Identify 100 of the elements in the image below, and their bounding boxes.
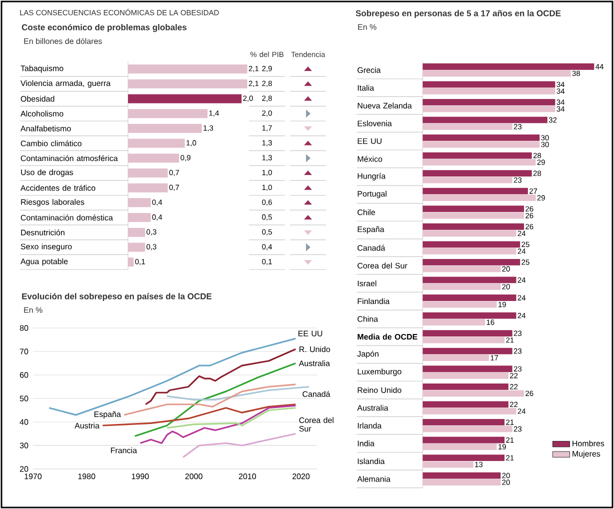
series-label: Francia — [110, 447, 138, 454]
bar — [128, 168, 168, 178]
bar — [422, 312, 516, 319]
y-tick-label: 80 — [20, 325, 28, 331]
y-tick-label: India — [358, 440, 375, 446]
bar — [422, 472, 501, 479]
y-tick-label: Accidentes de tráfico — [20, 184, 96, 191]
bar — [422, 106, 556, 112]
y-tick-label: Uso de drogas — [21, 169, 74, 177]
bar — [422, 426, 512, 432]
bar — [422, 276, 516, 284]
bar — [422, 88, 556, 94]
bar — [422, 354, 489, 362]
line-series — [182, 432, 296, 458]
y-tick-label: Violencia armada, guerra — [20, 80, 111, 88]
x-tick-label: 2000 — [185, 474, 202, 480]
y-tick-label: Irlanda — [358, 422, 382, 429]
bar — [422, 336, 505, 344]
y-tick-label: Agua potable — [20, 258, 68, 266]
chart-title: Coste económico de problemas globales — [22, 24, 186, 32]
y-tick-label: Grecia — [358, 67, 381, 73]
text: En billones de dólares — [24, 38, 102, 44]
bar — [128, 258, 134, 267]
x-tick-label: 1970 — [24, 474, 42, 480]
y-tick-label: EE UU — [358, 138, 382, 144]
chart-subtitle: En % — [358, 24, 376, 30]
bar — [422, 479, 501, 486]
series-label: Canadá — [302, 390, 330, 397]
bar — [422, 419, 505, 426]
bar — [422, 70, 571, 77]
bar — [422, 348, 512, 354]
y-tick-label: Nueva Zelanda — [358, 102, 412, 108]
y-tick-label: Islandia — [358, 458, 385, 464]
bar — [422, 390, 524, 397]
bar — [128, 183, 168, 192]
legend-label: Hombres — [572, 440, 604, 446]
bar — [422, 301, 497, 308]
bar — [128, 198, 151, 208]
bar — [422, 141, 540, 148]
chart-title: Evolución del sobrepeso en países de la OCDE — [22, 292, 212, 301]
bar — [422, 444, 497, 450]
bar — [422, 248, 516, 254]
y-tick-label: China — [358, 316, 378, 322]
y-tick-label: Australia — [357, 404, 388, 411]
bar — [422, 134, 540, 141]
bar — [422, 212, 524, 219]
bar — [422, 81, 556, 88]
bar — [422, 124, 512, 130]
series-label: R. Unido — [300, 346, 330, 352]
y-tick-label: Finlandia — [358, 298, 390, 304]
series-label: Australia — [298, 360, 330, 366]
line-series — [134, 362, 296, 437]
bar — [128, 79, 248, 88]
bar — [422, 319, 486, 326]
y-tick-label: Japón — [357, 350, 378, 358]
bar — [422, 159, 536, 166]
bar — [422, 170, 532, 176]
y-tick-label: Riesgos laborales — [21, 198, 84, 206]
bar — [422, 63, 594, 70]
bar — [128, 109, 208, 118]
bar — [128, 154, 180, 163]
bar — [128, 138, 185, 148]
x-tick-label: 2010 — [238, 474, 256, 480]
line-series — [123, 384, 296, 416]
bar — [128, 228, 146, 237]
y-tick-label: Canadá — [358, 244, 386, 251]
y-tick-label: Luxemburgo — [358, 368, 402, 376]
bar — [422, 436, 505, 444]
bar — [422, 152, 532, 159]
y-tick-label: 50 — [20, 396, 28, 402]
x-tick-label: 1980 — [78, 474, 96, 480]
bar — [422, 330, 512, 337]
y-tick-label: Portugal — [358, 190, 386, 198]
bar — [422, 383, 508, 390]
bar — [422, 194, 536, 202]
bar — [422, 241, 520, 248]
line-series — [139, 404, 296, 444]
series-label: EE UU — [298, 330, 322, 336]
bar — [422, 372, 508, 379]
bar — [422, 98, 556, 106]
bar — [422, 258, 520, 266]
y-tick-label: Desnutrición — [21, 229, 64, 236]
bar — [128, 94, 242, 104]
bar — [422, 223, 524, 230]
x-tick-label: 1990 — [132, 474, 149, 480]
y-tick-label: Obesidad — [20, 96, 54, 102]
x-tick-label: 2020 — [292, 474, 310, 480]
y-tick-label: Tabaquismo — [20, 65, 64, 73]
y-tick-label: Alemania — [357, 476, 391, 482]
bar — [128, 213, 151, 222]
chart-title: Sobrepeso en personas de 5 a 17 años en la OCDE — [356, 10, 561, 18]
y-tick-label: 20 — [20, 466, 28, 472]
bar — [422, 284, 501, 290]
y-tick-label: España — [358, 226, 384, 234]
bar — [422, 454, 505, 461]
bar — [422, 266, 501, 272]
y-tick-label: México — [358, 156, 382, 162]
bar — [128, 242, 146, 252]
bar — [422, 408, 516, 414]
y-tick-label: Contaminación doméstica — [20, 214, 113, 221]
